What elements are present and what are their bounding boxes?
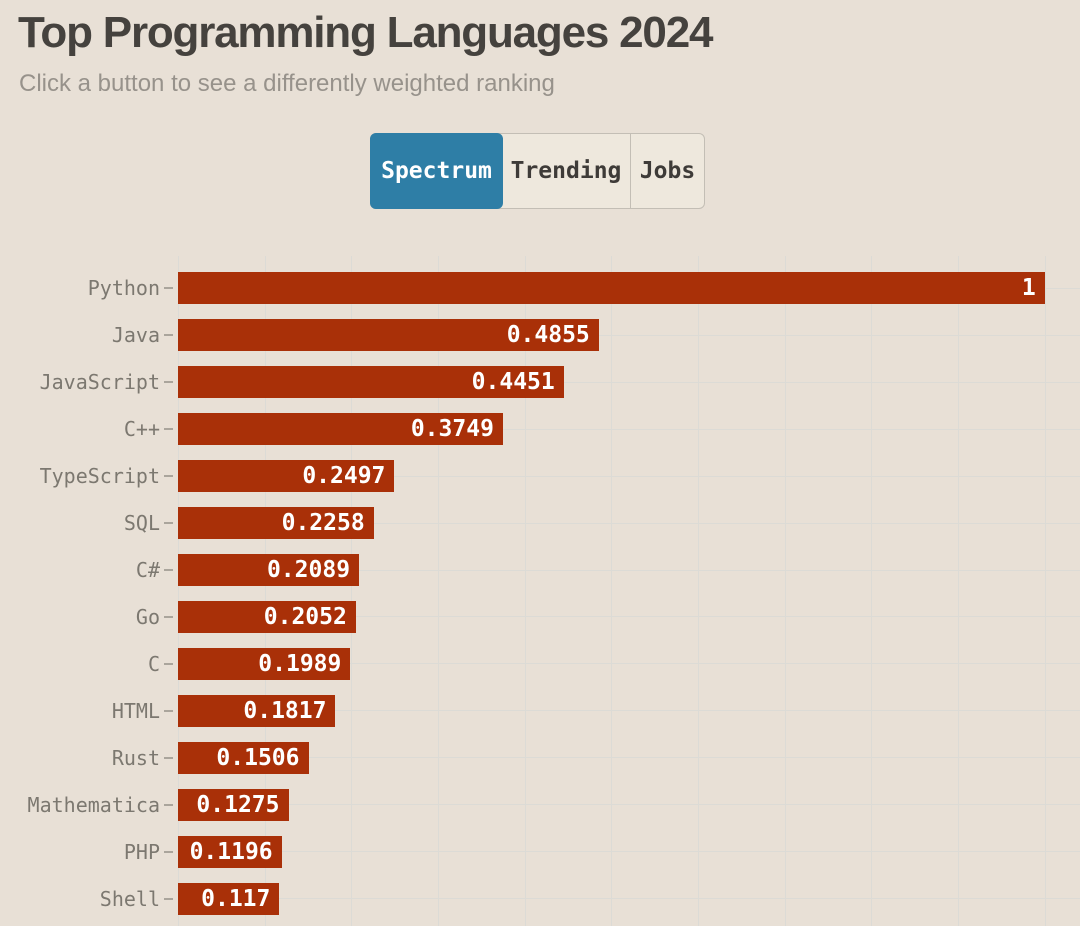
axis-tick [164, 897, 173, 900]
bar-Mathematica[interactable]: 0.1275 [178, 788, 289, 821]
horizontal-gridline [178, 475, 1080, 477]
bar-value-label: 0.1196 [189, 838, 273, 865]
bar-SQL[interactable]: 0.2258 [178, 507, 374, 540]
bar-PHP[interactable]: 0.1196 [178, 835, 282, 868]
horizontal-gridline [178, 381, 1080, 383]
language-label: TypeScript [39, 464, 160, 489]
language-label: Mathematica [27, 792, 160, 817]
vertical-gridline [611, 256, 613, 926]
horizontal-gridline [178, 616, 1080, 618]
vertical-gridline [784, 256, 786, 926]
axis-tick [164, 287, 173, 290]
bar-Shell[interactable]: 0.117 [178, 882, 280, 915]
language-label: PHP [123, 839, 160, 864]
language-label: Shell [99, 886, 160, 911]
bar-value-label: 0.1275 [196, 791, 280, 818]
axis-tick [164, 615, 173, 618]
language-label: JavaScript [39, 370, 160, 395]
bar-Rust[interactable]: 0.1506 [178, 741, 309, 774]
language-label: Python [87, 276, 160, 301]
bar-C#[interactable]: 0.2089 [178, 554, 360, 587]
vertical-gridline [264, 256, 266, 926]
weighting-button-group: Spectrum Trending Jobs [370, 133, 705, 209]
horizontal-gridline [178, 569, 1080, 571]
horizontal-gridline [178, 757, 1080, 759]
axis-tick [164, 803, 173, 806]
bar-Go[interactable]: 0.2052 [178, 600, 356, 633]
axis-tick [164, 709, 173, 712]
bar-value-label: 0.4451 [471, 369, 555, 396]
language-label: C# [135, 558, 160, 583]
horizontal-gridline [178, 334, 1080, 336]
bar-Python[interactable]: 1 [178, 272, 1045, 305]
bar-value-label: 0.1989 [258, 650, 342, 677]
language-label: Java [111, 323, 160, 348]
bar-value-label: 0.2497 [302, 463, 386, 490]
bar-value-label: 0.3749 [410, 416, 494, 443]
jobs-button[interactable]: Jobs [631, 134, 704, 208]
bar-value-label: 0.1506 [216, 744, 300, 771]
bar-value-label: 0.1817 [243, 697, 327, 724]
horizontal-gridline [178, 663, 1080, 665]
vertical-gridline [524, 256, 526, 926]
horizontal-gridline [178, 428, 1080, 430]
vertical-gridline [438, 256, 439, 926]
axis-tick [164, 569, 173, 572]
language-label: HTML [111, 698, 160, 723]
bar-value-label: 1 [1021, 275, 1036, 302]
horizontal-gridline [178, 522, 1080, 524]
page-subtitle: Click a button to see a differently weig… [19, 70, 555, 97]
bar-JavaScript[interactable]: 0.4451 [178, 366, 564, 399]
bar-C[interactable]: 0.1989 [178, 647, 351, 680]
axis-tick [164, 428, 173, 431]
vertical-gridline [698, 256, 700, 926]
axis-tick [164, 850, 173, 853]
axis-tick [164, 756, 173, 759]
axis-tick [164, 662, 173, 665]
axis-tick [164, 381, 173, 384]
bar-value-label: 0.2089 [266, 557, 351, 584]
bar-TypeScript[interactable]: 0.2497 [178, 460, 395, 493]
bar-Java[interactable]: 0.4855 [178, 319, 599, 352]
vertical-gridline [958, 256, 960, 926]
language-label: C++ [123, 417, 160, 442]
bar-value-label: 0.117 [201, 885, 271, 912]
horizontal-gridline [178, 851, 1080, 853]
horizontal-gridline [178, 804, 1080, 806]
vertical-gridline [351, 256, 353, 926]
spectrum-button[interactable]: Spectrum [370, 133, 503, 209]
language-label: Go [135, 604, 160, 629]
axis-tick [164, 475, 173, 478]
axis-tick [164, 522, 173, 525]
page-title: Top Programming Languages 2024 [18, 8, 713, 57]
bar-C++[interactable]: 0.3749 [178, 413, 503, 446]
bar-value-label: 0.4855 [506, 322, 590, 349]
language-label: SQL [123, 511, 160, 536]
horizontal-gridline [178, 898, 1080, 900]
language-label: Rust [111, 745, 160, 770]
bar-value-label: 0.2258 [281, 510, 365, 537]
horizontal-gridline [178, 710, 1080, 712]
vertical-gridline [1044, 256, 1046, 926]
language-label: C [147, 651, 160, 676]
vertical-gridline [871, 256, 873, 926]
trending-button[interactable]: Trending [502, 134, 631, 208]
axis-tick [164, 334, 173, 337]
vertical-gridline [178, 256, 179, 926]
bar-HTML[interactable]: 0.1817 [178, 694, 336, 727]
bar-value-label: 0.2052 [263, 603, 347, 630]
